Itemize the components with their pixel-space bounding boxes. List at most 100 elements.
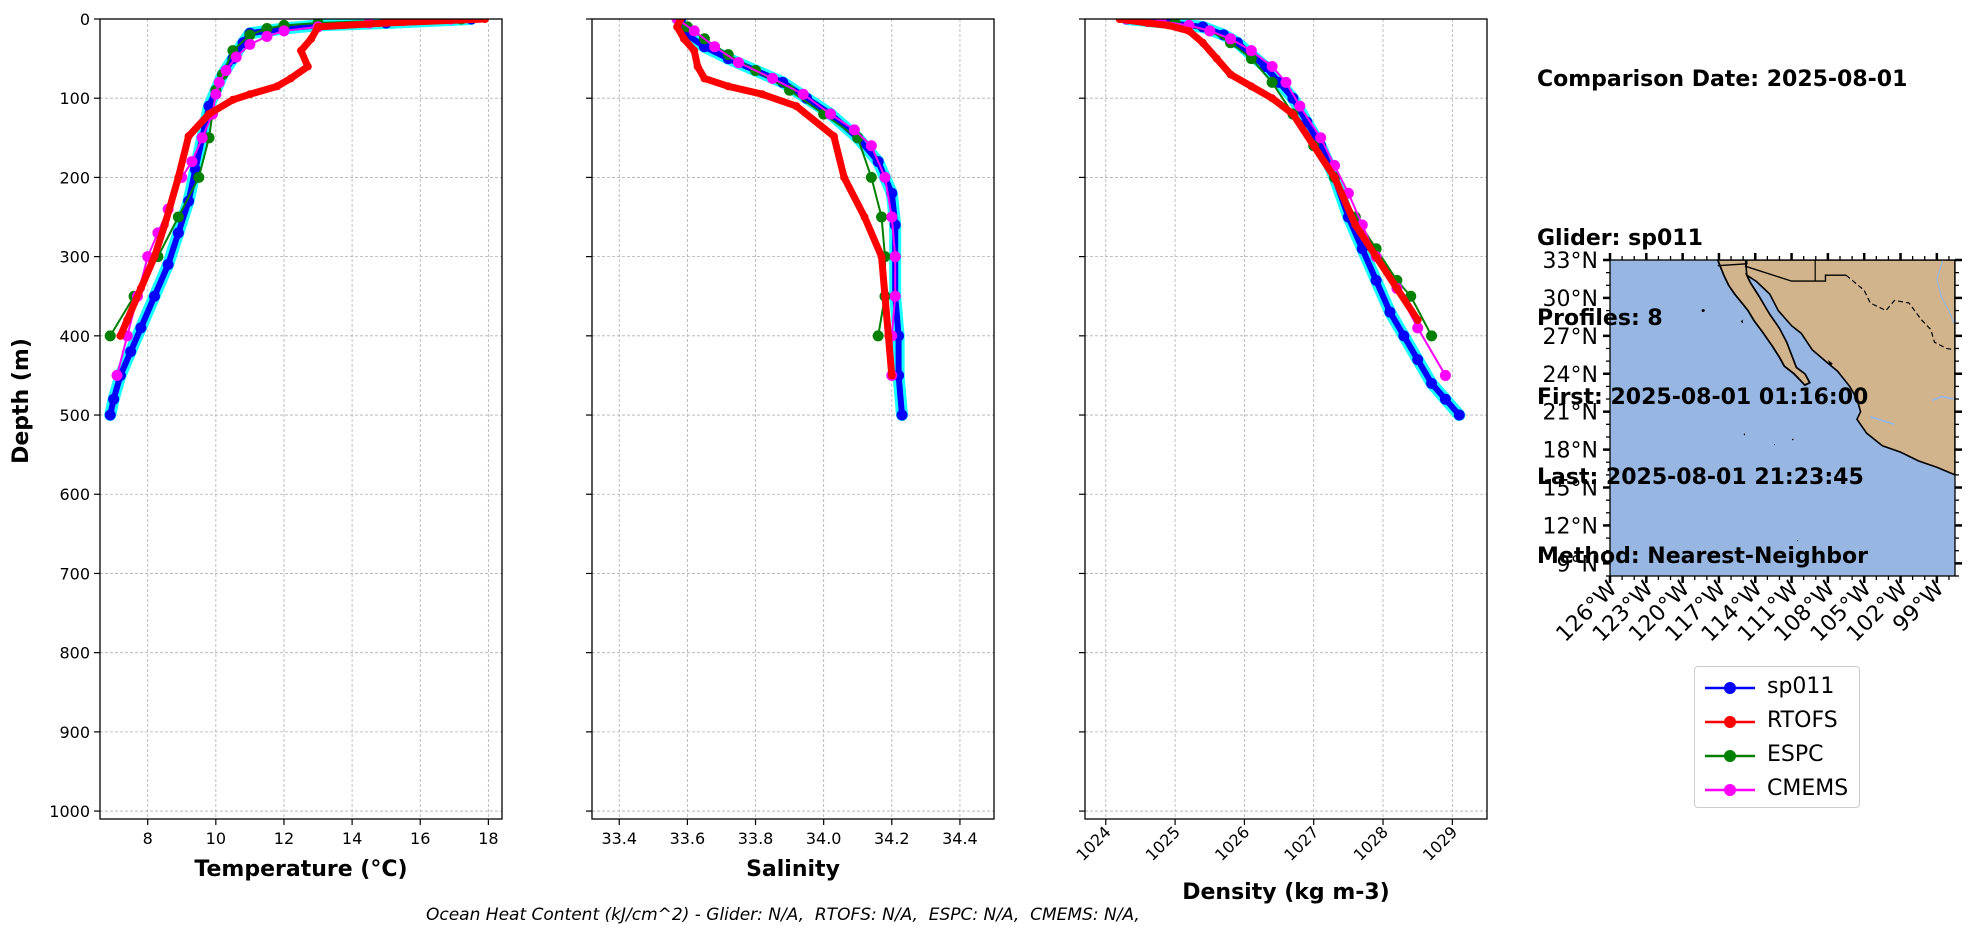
series-point-sp011 [1384, 306, 1396, 318]
x-tick-label: 1027 [1280, 822, 1322, 864]
y-tick-label: 500 [59, 406, 90, 425]
series-point-rtofs [184, 132, 193, 141]
series-point-espc [1266, 76, 1278, 88]
series-point-cmems [261, 30, 273, 42]
series-point-rtofs [123, 315, 132, 324]
series-point-rtofs [860, 213, 869, 222]
series-point-rtofs [700, 74, 709, 83]
series-point-rtofs [724, 82, 733, 91]
island [1774, 443, 1776, 446]
legend-label: sp011 [1767, 674, 1835, 699]
x-tick-label: 34.2 [874, 829, 910, 848]
baja-coastline [1716, 260, 1811, 387]
series-point-rtofs [673, 22, 682, 31]
y-tick-label: 0 [80, 10, 90, 29]
series-point-rtofs [228, 95, 237, 104]
info-block: Comparison Date: 2025-08-01 Glider: sp01… [1537, 14, 1907, 597]
series-point-rtofs [887, 371, 896, 380]
series-point-rtofs [1413, 315, 1422, 324]
series-point-sp011 [698, 41, 710, 53]
series-point-cmems [210, 88, 222, 100]
isla-cedros [1740, 319, 1744, 324]
series-point-rtofs [880, 292, 889, 301]
lat-tick-label: 24°N [1543, 363, 1598, 388]
lat-tick-label: 15°N [1543, 477, 1598, 502]
series-point-sp011 [135, 322, 147, 334]
series-point-sp011 [1453, 409, 1465, 421]
series-point-sp011 [108, 393, 120, 405]
series-point-espc [172, 211, 184, 223]
x-tick-label: 1026 [1211, 822, 1253, 864]
x-tick-label: 18 [478, 829, 498, 848]
series-point-sp011 [104, 409, 116, 421]
y-axis-label: Depth (m) [9, 338, 34, 464]
series-point-rtofs [1330, 173, 1339, 182]
x-axis-label: Density (kg m-3) [1182, 880, 1390, 905]
profile-panel-1: 33.4 33.6 33.8 34.0 34.2 34.4 Salinity [586, 18, 995, 882]
lat-tick-label: 30°N [1543, 287, 1598, 312]
series-point-espc [104, 330, 116, 342]
island [1797, 540, 1799, 542]
series-point-cmems [732, 57, 744, 69]
series-point-rtofs [174, 173, 183, 182]
x-axis-label: Temperature (°C) [194, 857, 407, 882]
series-point-sp011 [1412, 354, 1424, 366]
lat-tick-label: 9°N [1557, 552, 1598, 577]
method: Method: Nearest-Neighbor [1537, 544, 1868, 569]
series-point-rtofs [1164, 21, 1173, 30]
x-tick-label: 1025 [1142, 822, 1184, 864]
last-time: Last: 2025-08-01 21:23:45 [1537, 464, 1864, 490]
series-point-cmems [824, 108, 836, 120]
map-features [1701, 260, 1955, 542]
series-point-espc [1426, 330, 1438, 342]
x-tick-label: 1029 [1419, 822, 1461, 864]
x-tick-label: 16 [410, 829, 430, 848]
island [1791, 438, 1794, 441]
series-point-cmems [767, 72, 779, 84]
x-tick-label: 12 [274, 829, 294, 848]
lat-tick-label: 21°N [1543, 401, 1598, 426]
lat-tick-label: 12°N [1543, 514, 1598, 539]
x-tick-label: 34.0 [806, 829, 842, 848]
series-point-cmems [196, 132, 208, 144]
series-point-rtofs [307, 34, 316, 43]
series-point-cmems [1225, 33, 1237, 45]
series-line-rtofs [1119, 19, 1421, 322]
x-tick-label: 34.4 [942, 829, 978, 848]
series-point-cmems [688, 25, 700, 37]
legend-item-espc: ESPC [1695, 739, 1859, 773]
y-tick-label: 300 [59, 248, 90, 267]
y-tick-label: 1000 [49, 802, 90, 821]
y-tick-label: 700 [59, 564, 90, 583]
y-tick-label: 600 [59, 485, 90, 504]
series-point-rtofs [245, 90, 254, 99]
series-point-rtofs [693, 62, 702, 71]
x-tick-label: 1028 [1350, 822, 1392, 864]
lat-tick-label: 18°N [1543, 439, 1598, 464]
legend-label: ESPC [1767, 742, 1824, 767]
series-point-rtofs [480, 19, 489, 23]
series-point-sp011 [1426, 377, 1438, 389]
y-tick-label: 900 [59, 723, 90, 742]
series-point-espc [876, 211, 888, 223]
series-point-cmems [278, 25, 290, 37]
series-point-rtofs [1212, 54, 1221, 63]
y-tick-label: 100 [59, 89, 90, 108]
y-tick-label: 200 [59, 168, 90, 187]
series-point-rtofs [1226, 70, 1235, 79]
series-point-rtofs [1392, 284, 1401, 293]
series-point-espc [865, 171, 877, 183]
series-group [1115, 19, 1466, 422]
first-time: First: 2025-08-01 01:16:00 [1537, 385, 1869, 410]
series-point-rtofs [286, 74, 295, 83]
series-point-sp011 [162, 259, 174, 271]
legend-item-rtofs: RTOFS [1695, 705, 1859, 739]
series-point-rtofs [150, 252, 159, 261]
series-point-cmems [1266, 61, 1278, 73]
series-point-cmems [1315, 132, 1327, 144]
series-point-sp011 [1287, 92, 1299, 104]
series-point-cmems [1439, 369, 1451, 381]
series-point-sp011 [149, 290, 161, 302]
series-group [671, 19, 909, 422]
